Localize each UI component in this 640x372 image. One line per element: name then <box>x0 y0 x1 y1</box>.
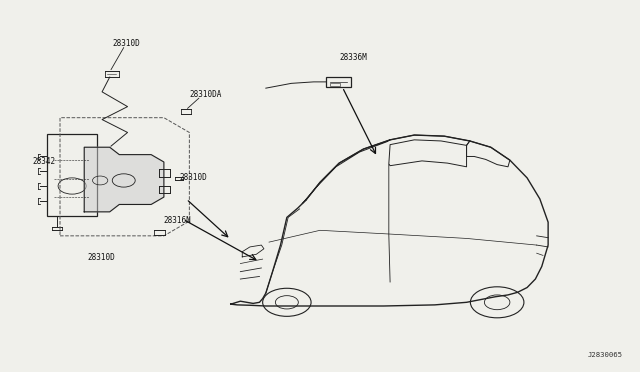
Text: 28310D: 28310D <box>88 253 115 262</box>
Text: 28310DA: 28310DA <box>189 90 221 99</box>
Text: 28316N: 28316N <box>164 216 191 225</box>
Text: 28336M: 28336M <box>339 53 367 62</box>
Text: 28342: 28342 <box>32 157 55 166</box>
Polygon shape <box>84 147 164 212</box>
Text: 28310D: 28310D <box>113 39 141 48</box>
Text: J2830065: J2830065 <box>588 352 623 358</box>
Text: 28310D: 28310D <box>180 173 207 182</box>
